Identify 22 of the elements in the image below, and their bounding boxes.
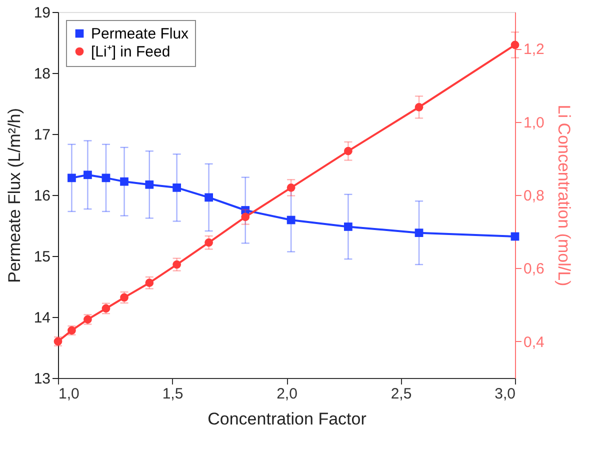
y2-tick-label: 1,2 <box>524 41 544 58</box>
y-tick-label: 13 <box>34 370 50 388</box>
y2-axis-title: Li Concentration (mol/L) <box>554 104 574 286</box>
y-tick-label: 16 <box>34 188 50 204</box>
legend-label: Permeate Flux <box>91 26 190 42</box>
x-tick-label: 1,0 <box>58 386 80 402</box>
y2-tick-label: 0,6 <box>524 260 544 278</box>
y-tick-label: 19 <box>34 4 50 22</box>
y2-tick-label: 0,8 <box>524 188 544 204</box>
y-tick-label: 14 <box>34 310 50 326</box>
legend-label: [Li⁺] in Feed <box>91 44 170 60</box>
x-tick-label: 1,5 <box>162 386 184 402</box>
y2-tick-label: 0,4 <box>524 334 544 351</box>
y-tick-label: 15 <box>34 248 50 266</box>
y2-tick-label: 1,0 <box>524 114 544 132</box>
y-tick-label: 18 <box>34 66 50 82</box>
y-tick-label: 17 <box>34 126 50 144</box>
x-tick-label: 2,5 <box>390 386 412 402</box>
x-tick-label: 3,0 <box>494 386 516 402</box>
y-axis-title: Permeate Flux (L/m²/h) <box>4 108 24 283</box>
x-axis-title: Concentration Factor <box>208 410 367 428</box>
x-tick-label: 2,0 <box>276 386 298 402</box>
